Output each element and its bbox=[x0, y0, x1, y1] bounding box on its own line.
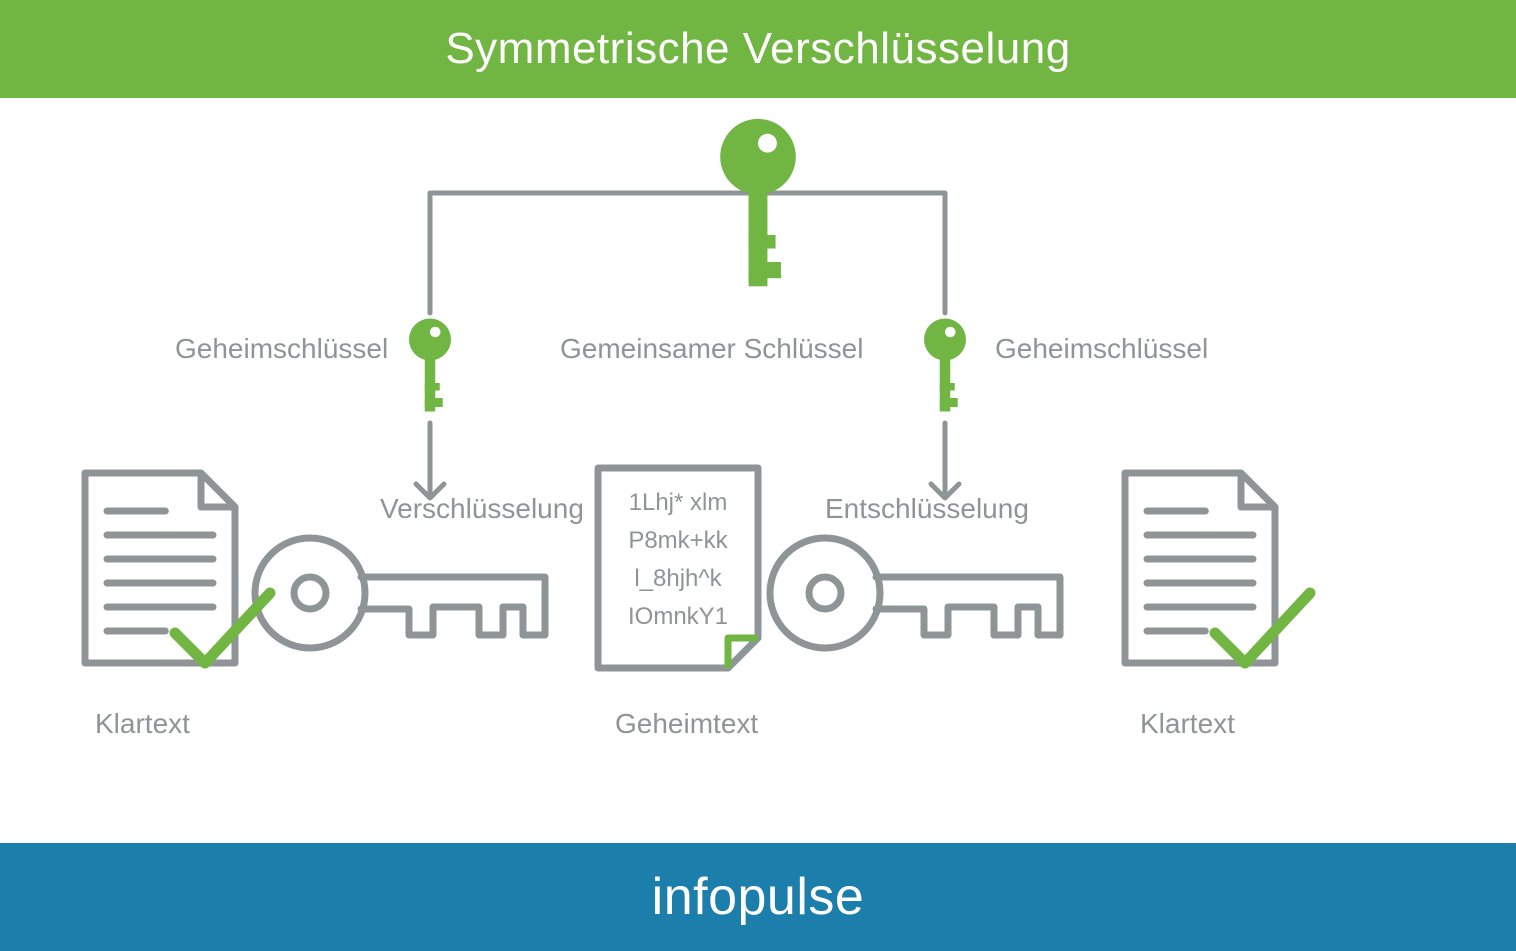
cipher-line: P8mk+kk bbox=[628, 527, 728, 554]
cipher-line: 1Lhj* xlm bbox=[629, 489, 728, 516]
secret-key-right-icon bbox=[924, 319, 966, 412]
label-plaintext-left: Klartext bbox=[95, 708, 190, 740]
brand-logo-text: infopulse bbox=[652, 867, 865, 927]
footer-bar: infopulse bbox=[0, 843, 1516, 951]
diagram-canvas: 1Lhj* xlm P8mk+kk l_8hjh^k IOmnkY1 Gemeinsa… bbox=[0, 98, 1516, 843]
page-title: Symmetrische Verschlüsselung bbox=[445, 24, 1070, 74]
page: Symmetrische Verschlüsselung 1Lhj* xlm P8… bbox=[0, 0, 1516, 951]
label-shared-key: Gemeinsamer Schlüssel bbox=[560, 333, 863, 365]
header-bar: Symmetrische Verschlüsselung bbox=[0, 0, 1516, 98]
label-encrypt: Verschlüsselung bbox=[380, 493, 584, 525]
label-ciphertext: Geheimtext bbox=[615, 708, 758, 740]
label-decrypt: Entschlüsselung bbox=[825, 493, 1029, 525]
label-secret-key-right: Geheimschlüssel bbox=[995, 333, 1208, 365]
label-secret-key-left: Geheimschlüssel bbox=[175, 333, 388, 365]
decrypt-key-icon bbox=[770, 538, 1060, 648]
cipher-line: IOmnkY1 bbox=[628, 603, 728, 630]
secret-key-left-icon bbox=[409, 319, 451, 412]
label-plaintext-right: Klartext bbox=[1140, 708, 1235, 740]
plaintext-doc-left-icon bbox=[85, 473, 270, 663]
encrypt-key-icon bbox=[255, 538, 545, 648]
ciphertext-doc-icon: 1Lhj* xlm P8mk+kk l_8hjh^k IOmnkY1 bbox=[598, 468, 758, 668]
connector-bracket bbox=[430, 193, 945, 313]
plaintext-doc-right-icon bbox=[1125, 473, 1310, 663]
shared-key-icon bbox=[720, 119, 796, 286]
cipher-line: l_8hjh^k bbox=[634, 565, 722, 592]
